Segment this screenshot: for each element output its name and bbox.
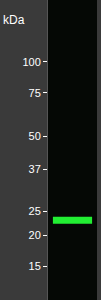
svg-text:50: 50	[29, 130, 41, 142]
svg-text:37: 37	[29, 163, 41, 175]
svg-text:25: 25	[29, 205, 41, 217]
svg-text:20: 20	[29, 229, 41, 241]
svg-text:75: 75	[29, 87, 41, 99]
svg-text:kDa: kDa	[3, 13, 25, 27]
svg-text:100: 100	[22, 56, 40, 68]
svg-text:15: 15	[29, 260, 41, 272]
